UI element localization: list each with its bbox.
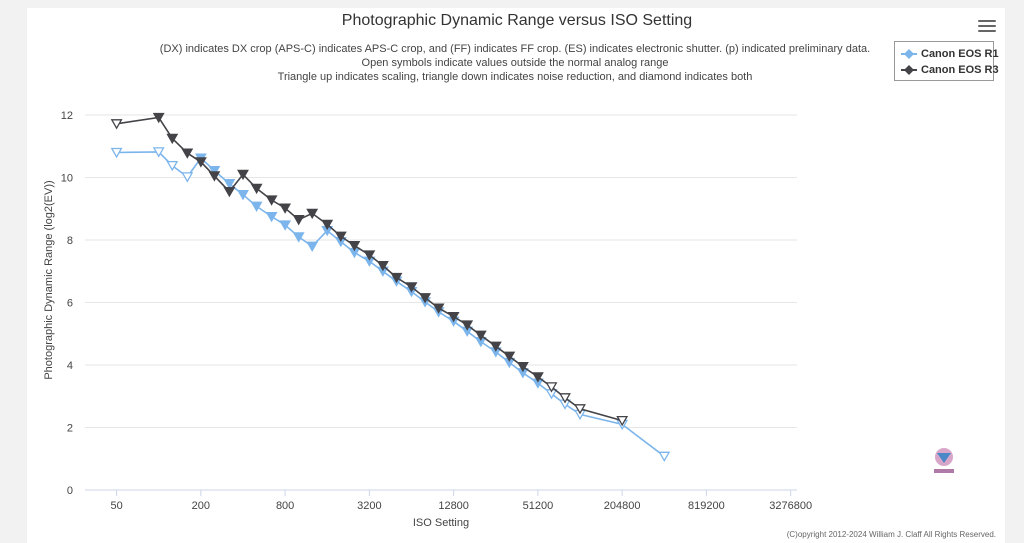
- x-tick-label: 12800: [438, 500, 469, 512]
- x-tick-label: 51200: [523, 500, 554, 512]
- subtitle-line-3: Triangle up indicates scaling, triangle …: [277, 71, 753, 83]
- legend-label-r1: Canon EOS R1: [921, 48, 999, 60]
- data-point-marker[interactable]: [292, 215, 305, 226]
- data-point-marker[interactable]: [616, 415, 629, 427]
- data-point-marker[interactable]: [503, 351, 516, 362]
- data-point-marker[interactable]: [531, 372, 544, 383]
- data-point-marker[interactable]: [390, 272, 403, 284]
- data-point-marker[interactable]: [110, 147, 123, 159]
- copyright-text: (C)opyright 2012-2024 William J. Claff A…: [786, 530, 996, 539]
- data-point-marker[interactable]: [166, 160, 179, 172]
- data-point-marker[interactable]: [306, 208, 319, 220]
- series-layer: [110, 112, 671, 462]
- chart-card: [27, 8, 1005, 543]
- data-point-marker[interactable]: [223, 186, 236, 198]
- data-point-marker[interactable]: [208, 171, 221, 182]
- y-tick-label: 10: [61, 173, 73, 185]
- grid-lines: [85, 114, 797, 491]
- data-point-marker[interactable]: [447, 311, 460, 323]
- chart-subtitle: (DX) indicates DX crop (APS-C) indicates…: [150, 42, 880, 84]
- data-point-marker[interactable]: [181, 172, 194, 183]
- x-tick-label: 3276800: [769, 500, 812, 512]
- data-point-marker[interactable]: [574, 404, 586, 415]
- series-canon-eos-r1: [110, 147, 671, 462]
- data-point-marker[interactable]: [152, 112, 165, 124]
- data-point-marker[interactable]: [474, 330, 487, 342]
- data-point-marker[interactable]: [237, 190, 249, 201]
- y-tick-label: 4: [67, 360, 73, 372]
- y-tick-label: 8: [67, 235, 73, 247]
- data-point-marker[interactable]: [545, 382, 558, 393]
- y-tick-label: 2: [67, 423, 73, 435]
- x-tick-label: 819200: [688, 500, 725, 512]
- data-point-marker[interactable]: [110, 119, 123, 130]
- data-point-marker[interactable]: [516, 361, 529, 373]
- data-point-marker[interactable]: [152, 147, 165, 158]
- x-tick-label: 50: [110, 500, 122, 512]
- data-point-marker[interactable]: [250, 183, 263, 195]
- data-point-marker[interactable]: [223, 179, 236, 190]
- data-point-marker[interactable]: [279, 203, 292, 214]
- y-tick-label: 6: [67, 298, 73, 310]
- legend-marker-r3: [901, 65, 917, 75]
- x-axis-title: ISO Setting: [413, 517, 469, 529]
- data-point-marker[interactable]: [321, 219, 334, 231]
- data-point-marker[interactable]: [419, 293, 432, 304]
- y-tick-label: 0: [67, 485, 73, 497]
- x-tick-label: 3200: [357, 500, 381, 512]
- x-tick-label: 200: [192, 500, 210, 512]
- data-point-marker[interactable]: [166, 133, 179, 145]
- series-line: [116, 151, 665, 457]
- x-tick-label: 204800: [604, 500, 641, 512]
- data-point-marker[interactable]: [461, 320, 474, 331]
- data-point-marker[interactable]: [237, 169, 249, 181]
- legend-item-canon-eos-r1[interactable]: Canon EOS R1: [901, 46, 999, 62]
- data-point-marker[interactable]: [432, 303, 445, 314]
- watermark-logo-icon: [934, 448, 954, 473]
- data-point-marker[interactable]: [489, 341, 502, 352]
- data-point-marker[interactable]: [376, 260, 389, 272]
- data-point-marker[interactable]: [279, 220, 292, 231]
- y-axis-ticks: 0 2 4 6 8 10 12: [61, 110, 73, 497]
- data-point-marker[interactable]: [348, 240, 361, 252]
- data-point-marker[interactable]: [363, 250, 376, 261]
- x-axis-ticks: 50 200 800 3200 12800 51200 204800 819200 327680…: [110, 490, 812, 512]
- series-line: [116, 116, 623, 422]
- y-axis-title: Photographic Dynamic Range (log2(EV)): [43, 180, 55, 379]
- data-point-marker[interactable]: [292, 232, 305, 243]
- subtitle-line-1: (DX) indicates DX crop (APS-C) indicates…: [159, 43, 871, 55]
- y-tick-label: 12: [61, 110, 73, 122]
- data-point-marker[interactable]: [250, 201, 263, 213]
- legend-label-r3: Canon EOS R3: [921, 64, 999, 76]
- data-point-marker[interactable]: [265, 211, 278, 223]
- chart-title: Photographic Dynamic Range versus ISO Se…: [341, 12, 693, 29]
- legend: Canon EOS R1 Canon EOS R3: [894, 41, 999, 81]
- data-point-marker[interactable]: [181, 148, 194, 159]
- data-point-marker[interactable]: [405, 282, 418, 293]
- legend-item-canon-eos-r3[interactable]: Canon EOS R3: [901, 62, 999, 78]
- data-point-marker[interactable]: [208, 165, 221, 177]
- hamburger-menu-icon[interactable]: [978, 20, 996, 34]
- data-point-marker[interactable]: [559, 393, 571, 404]
- data-point-marker[interactable]: [658, 451, 671, 462]
- legend-marker-r1: [901, 49, 917, 59]
- data-point-marker[interactable]: [265, 195, 278, 206]
- subtitle-line-2: Open symbols indicate values outside the…: [361, 57, 669, 69]
- data-point-marker[interactable]: [194, 157, 207, 168]
- x-tick-label: 800: [276, 500, 294, 512]
- series-canon-eos-r3: [110, 112, 629, 427]
- data-point-marker[interactable]: [334, 231, 347, 243]
- data-point-marker[interactable]: [306, 241, 319, 253]
